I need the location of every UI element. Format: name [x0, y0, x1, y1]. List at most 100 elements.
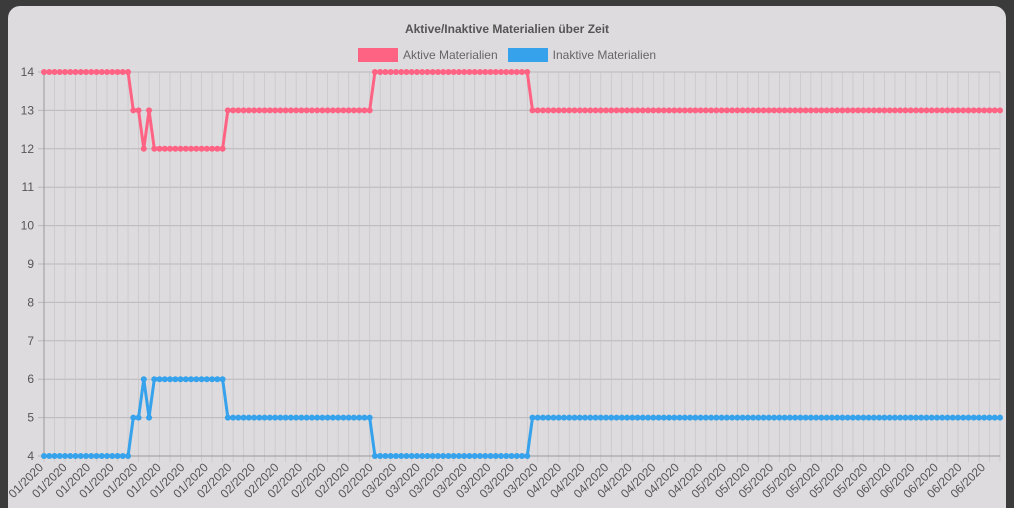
data-point[interactable]: [534, 414, 541, 421]
data-point[interactable]: [387, 453, 394, 459]
data-point[interactable]: [455, 69, 462, 75]
data-point[interactable]: [828, 414, 835, 421]
data-point[interactable]: [167, 376, 174, 383]
data-point[interactable]: [340, 107, 347, 114]
data-point[interactable]: [550, 414, 557, 421]
data-point[interactable]: [492, 69, 499, 75]
data-point[interactable]: [540, 107, 547, 114]
data-point[interactable]: [823, 107, 830, 114]
data-point[interactable]: [886, 414, 893, 421]
data-point[interactable]: [949, 107, 956, 114]
data-point[interactable]: [891, 107, 898, 114]
data-point[interactable]: [67, 69, 74, 75]
data-point[interactable]: [786, 107, 793, 114]
data-point[interactable]: [335, 414, 342, 421]
data-point[interactable]: [965, 107, 972, 114]
data-point[interactable]: [371, 69, 378, 75]
data-point[interactable]: [792, 414, 799, 421]
data-point[interactable]: [156, 145, 163, 152]
data-point[interactable]: [219, 376, 226, 383]
data-point[interactable]: [629, 414, 636, 421]
data-point[interactable]: [708, 414, 715, 421]
data-point[interactable]: [587, 414, 594, 421]
data-point[interactable]: [497, 69, 504, 75]
data-point[interactable]: [928, 414, 935, 421]
data-point[interactable]: [618, 107, 625, 114]
data-point[interactable]: [429, 453, 436, 459]
data-point[interactable]: [497, 453, 504, 459]
data-point[interactable]: [62, 69, 69, 75]
data-point[interactable]: [135, 414, 142, 421]
data-point[interactable]: [576, 414, 583, 421]
data-point[interactable]: [476, 453, 483, 459]
data-point[interactable]: [319, 414, 326, 421]
data-point[interactable]: [918, 107, 925, 114]
data-point[interactable]: [813, 107, 820, 114]
data-point[interactable]: [209, 376, 216, 383]
data-point[interactable]: [387, 69, 394, 75]
data-point[interactable]: [356, 414, 363, 421]
data-point[interactable]: [865, 107, 872, 114]
data-point[interactable]: [503, 453, 510, 459]
data-point[interactable]: [382, 69, 389, 75]
data-point[interactable]: [555, 414, 562, 421]
data-point[interactable]: [466, 453, 473, 459]
data-point[interactable]: [634, 414, 641, 421]
data-point[interactable]: [718, 107, 725, 114]
data-point[interactable]: [230, 107, 237, 114]
data-point[interactable]: [240, 414, 247, 421]
data-point[interactable]: [991, 414, 998, 421]
data-point[interactable]: [870, 414, 877, 421]
data-point[interactable]: [350, 107, 357, 114]
data-point[interactable]: [235, 414, 242, 421]
data-point[interactable]: [624, 414, 631, 421]
data-point[interactable]: [545, 107, 552, 114]
data-point[interactable]: [350, 414, 357, 421]
data-point[interactable]: [776, 414, 783, 421]
data-point[interactable]: [844, 107, 851, 114]
data-point[interactable]: [629, 107, 636, 114]
data-point[interactable]: [944, 414, 951, 421]
data-point[interactable]: [230, 414, 237, 421]
data-point[interactable]: [256, 107, 263, 114]
data-point[interactable]: [744, 107, 751, 114]
data-point[interactable]: [855, 414, 862, 421]
data-point[interactable]: [119, 453, 126, 459]
data-point[interactable]: [771, 414, 778, 421]
data-point[interactable]: [587, 107, 594, 114]
data-point[interactable]: [718, 414, 725, 421]
data-point[interactable]: [681, 107, 688, 114]
data-point[interactable]: [702, 414, 709, 421]
data-point[interactable]: [256, 414, 263, 421]
data-point[interactable]: [802, 107, 809, 114]
data-point[interactable]: [135, 107, 142, 114]
data-point[interactable]: [954, 414, 961, 421]
data-point[interactable]: [308, 414, 315, 421]
data-point[interactable]: [146, 107, 153, 114]
data-point[interactable]: [224, 414, 231, 421]
data-point[interactable]: [576, 107, 583, 114]
data-point[interactable]: [46, 69, 53, 75]
data-point[interactable]: [314, 107, 321, 114]
data-point[interactable]: [881, 107, 888, 114]
data-point[interactable]: [807, 107, 814, 114]
data-point[interactable]: [608, 414, 615, 421]
data-point[interactable]: [272, 414, 279, 421]
data-point[interactable]: [818, 107, 825, 114]
data-point[interactable]: [77, 453, 84, 459]
data-point[interactable]: [818, 414, 825, 421]
data-point[interactable]: [193, 376, 200, 383]
data-point[interactable]: [72, 453, 79, 459]
data-point[interactable]: [188, 376, 195, 383]
data-point[interactable]: [907, 414, 914, 421]
data-point[interactable]: [161, 376, 168, 383]
data-point[interactable]: [960, 414, 967, 421]
data-point[interactable]: [298, 107, 305, 114]
data-point[interactable]: [345, 107, 352, 114]
data-point[interactable]: [51, 453, 58, 459]
data-point[interactable]: [834, 414, 841, 421]
data-point[interactable]: [529, 107, 536, 114]
data-point[interactable]: [109, 69, 116, 75]
data-point[interactable]: [928, 107, 935, 114]
data-point[interactable]: [582, 414, 589, 421]
